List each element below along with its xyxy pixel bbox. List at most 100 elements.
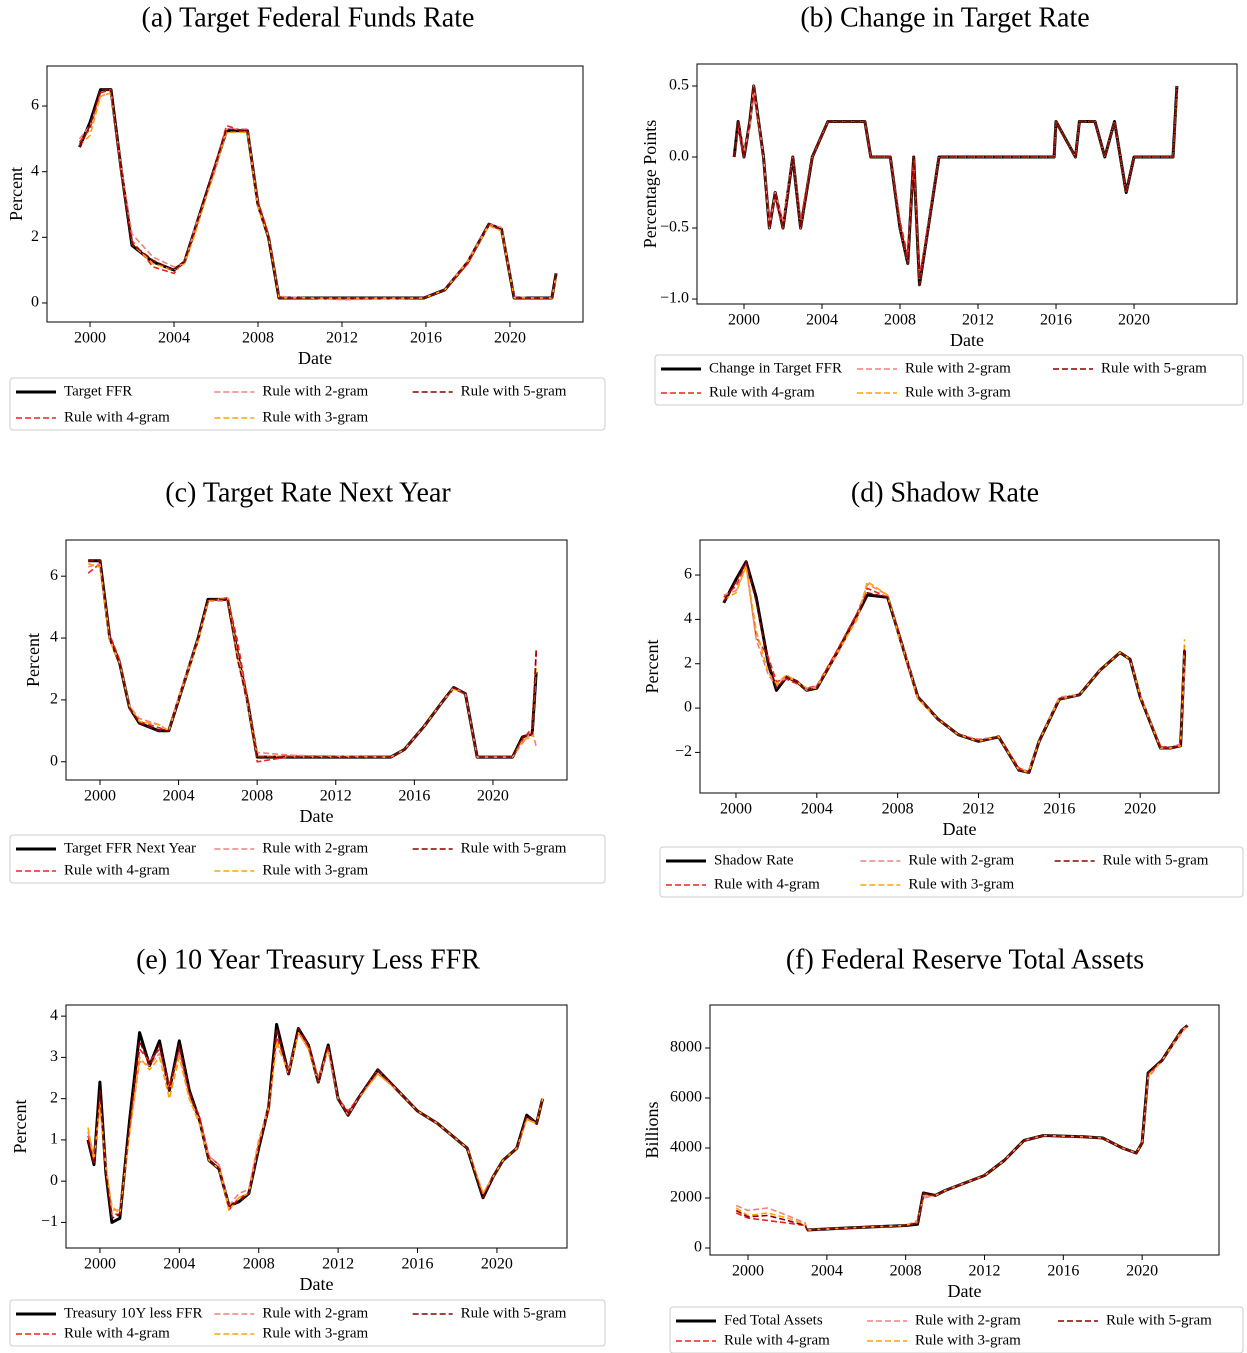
legend-label: Rule with 3-gram	[905, 384, 1011, 400]
plot-frame	[709, 1004, 1220, 1256]
series-line	[733, 85, 1178, 286]
chart-title: (f) Federal Reserve Total Assets	[786, 944, 1144, 975]
legend-label: Rule with 3-gram	[262, 862, 368, 878]
series-line	[723, 560, 1186, 774]
legend-label: Fed Total Assets	[724, 1312, 823, 1328]
y-axis-label: Percent	[23, 633, 43, 687]
legend-box	[9, 1299, 606, 1347]
y-tick-label: 2000	[670, 1189, 702, 1206]
x-axis-label: Date	[300, 1274, 334, 1294]
y-tick-label: 0.0	[669, 148, 689, 165]
y-tick-label: 0	[694, 1239, 702, 1256]
x-tick-label: 2016	[1047, 1263, 1079, 1280]
x-axis-label: Date	[948, 1281, 982, 1301]
series-line	[732, 84, 1179, 287]
x-tick-label: 2000	[84, 1256, 116, 1273]
x-tick-label: 2008	[241, 788, 273, 805]
y-axis-label: Percentage Points	[640, 120, 660, 248]
y-tick-label: 4	[684, 610, 692, 627]
legend-label: Rule with 3-gram	[262, 409, 368, 425]
series-line	[86, 1022, 545, 1224]
x-tick-label: 2008	[882, 801, 914, 818]
x-tick-label: 2020	[1118, 312, 1150, 329]
y-tick-label: 2	[684, 654, 692, 671]
series-line	[87, 1031, 544, 1215]
x-tick-label: 2012	[320, 788, 352, 805]
chart-title: (e) 10 Year Treasury Less FFR	[136, 944, 480, 975]
series-line	[87, 563, 537, 763]
legend-box	[9, 834, 606, 884]
y-tick-label: 4	[50, 629, 58, 646]
x-tick-label: 2000	[728, 312, 760, 329]
x-axis-label: Date	[950, 330, 984, 350]
x-tick-label: 2016	[1040, 312, 1072, 329]
chart-title: (c) Target Rate Next Year	[165, 477, 451, 508]
chart-panel: (f) Federal Reserve Total Assets 2000 2004…	[642, 944, 1244, 1353]
x-tick-label: 2020	[1124, 801, 1156, 818]
y-tick-label: 4	[31, 162, 39, 179]
legend-label: Rule with 4-gram	[64, 1325, 170, 1341]
series-line	[807, 1024, 1189, 1232]
legend-label: Rule with 2-gram	[905, 360, 1011, 376]
x-tick-label: 2012	[962, 312, 994, 329]
x-tick-label: 2004	[806, 312, 838, 329]
x-tick-label: 2020	[481, 1256, 513, 1273]
chart-panel: (d) Shadow Rate 2000 2004 2008 2012 2016 2020 −…	[642, 477, 1244, 898]
y-tick-label: 3	[50, 1048, 58, 1065]
x-tick-label: 2004	[158, 330, 190, 347]
x-tick-label: 2000	[720, 801, 752, 818]
series-line	[78, 88, 557, 299]
x-tick-label: 2008	[884, 312, 916, 329]
series-line	[735, 1024, 1189, 1231]
legend-label: Rule with 2-gram	[262, 1305, 368, 1321]
legend-label: Rule with 2-gram	[262, 840, 368, 856]
y-tick-label: 0	[31, 294, 39, 311]
series-line	[722, 560, 1187, 774]
series-line	[87, 1031, 544, 1211]
series-line	[78, 88, 557, 299]
plot-frame	[696, 63, 1238, 305]
legend-label: Rule with 4-gram	[709, 384, 815, 400]
series-line	[735, 1024, 1189, 1231]
y-tick-label: 0	[50, 1172, 58, 1189]
y-tick-label: −0.5	[660, 219, 689, 236]
x-tick-label: 2012	[322, 1256, 354, 1273]
legend-label: Rule with 3-gram	[908, 876, 1014, 892]
legend-label: Rule with 2-gram	[908, 852, 1014, 868]
y-tick-label: 0	[684, 699, 692, 716]
y-tick-label: 1	[50, 1131, 58, 1148]
legend-label: Rule with 5-gram	[461, 383, 567, 399]
x-axis-label: Date	[943, 819, 977, 839]
x-tick-label: 2000	[84, 788, 116, 805]
chart-panel: (c) Target Rate Next Year 2000 2004 2008 201…	[9, 477, 606, 884]
legend-label: Rule with 4-gram	[64, 409, 170, 425]
y-tick-label: −1.0	[660, 290, 689, 307]
x-tick-label: 2016	[402, 1256, 434, 1273]
y-tick-label: 0	[50, 752, 58, 769]
y-tick-label: 2	[50, 1089, 58, 1106]
series-line	[723, 565, 1186, 774]
series-line	[723, 565, 1186, 771]
x-tick-label: 2008	[890, 1263, 922, 1280]
legend-label: Change in Target FFR	[709, 360, 842, 376]
x-tick-label: 2000	[732, 1263, 764, 1280]
legend-box	[659, 846, 1244, 898]
x-tick-label: 2016	[410, 330, 442, 347]
y-tick-label: 0.5	[669, 77, 689, 94]
legend-label: Rule with 5-gram	[1106, 1312, 1212, 1328]
chart-panel: (a) Target Federal Funds Rate 2000 2004 200…	[6, 2, 606, 431]
legend-label: Target FFR Next Year	[64, 840, 196, 856]
y-tick-label: 4	[50, 1007, 58, 1024]
legend-label: Rule with 5-gram	[461, 840, 567, 856]
legend-label: Rule with 4-gram	[64, 862, 170, 878]
legend-label: Rule with 5-gram	[1103, 852, 1209, 868]
legend-label: Rule with 2-gram	[262, 383, 368, 399]
x-tick-label: 2008	[243, 1256, 275, 1273]
series-line	[88, 559, 537, 758]
y-axis-label: Billions	[642, 1101, 662, 1158]
legend-label: Treasury 10Y less FFR	[64, 1305, 203, 1321]
series-line	[78, 92, 557, 299]
legend-box	[654, 354, 1244, 406]
x-tick-label: 2012	[326, 330, 358, 347]
plot-frame	[46, 65, 584, 323]
